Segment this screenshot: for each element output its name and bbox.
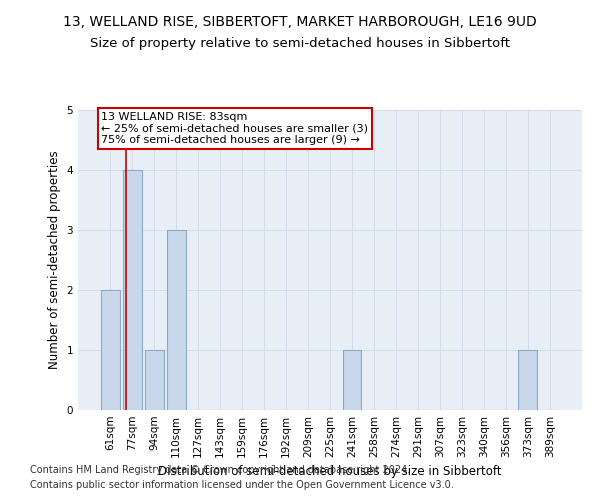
- Bar: [343, 350, 361, 410]
- Bar: [101, 290, 119, 410]
- Bar: [123, 170, 142, 410]
- Text: 13 WELLAND RISE: 83sqm
← 25% of semi-detached houses are smaller (3)
75% of semi: 13 WELLAND RISE: 83sqm ← 25% of semi-det…: [101, 112, 368, 145]
- Bar: [167, 230, 185, 410]
- Bar: [518, 350, 537, 410]
- X-axis label: Distribution of semi-detached houses by size in Sibbertoft: Distribution of semi-detached houses by …: [158, 466, 502, 478]
- Y-axis label: Number of semi-detached properties: Number of semi-detached properties: [48, 150, 61, 370]
- Text: Contains HM Land Registry data © Crown copyright and database right 2024.: Contains HM Land Registry data © Crown c…: [30, 465, 410, 475]
- Text: 13, WELLAND RISE, SIBBERTOFT, MARKET HARBOROUGH, LE16 9UD: 13, WELLAND RISE, SIBBERTOFT, MARKET HAR…: [63, 15, 537, 29]
- Bar: [145, 350, 164, 410]
- Text: Size of property relative to semi-detached houses in Sibbertoft: Size of property relative to semi-detach…: [90, 38, 510, 51]
- Text: Contains public sector information licensed under the Open Government Licence v3: Contains public sector information licen…: [30, 480, 454, 490]
